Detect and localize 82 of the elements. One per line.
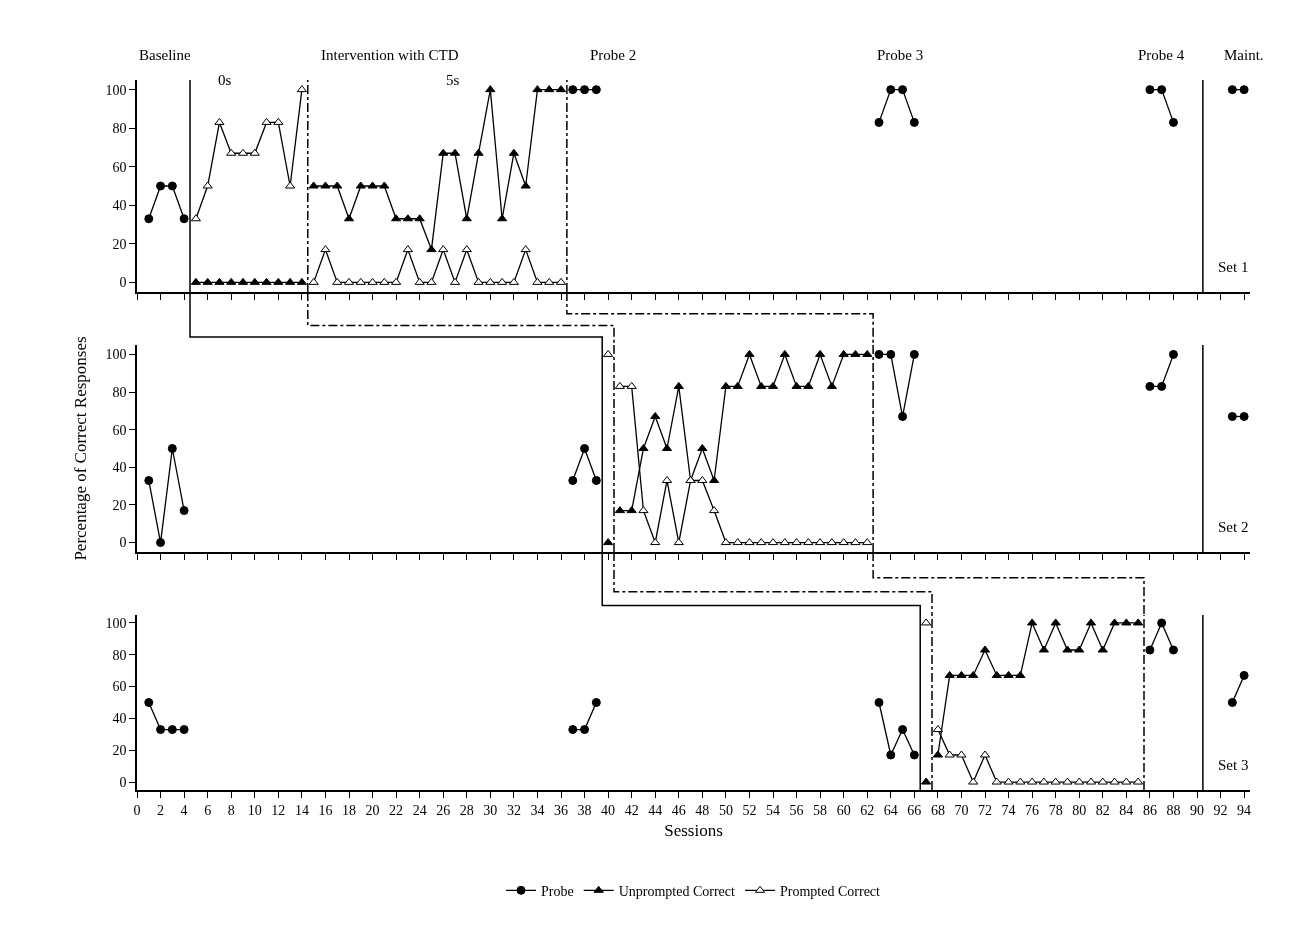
legend-label: Unprompted Correct xyxy=(618,883,736,899)
legend-label: Prompted Correct xyxy=(780,883,881,899)
x-tick-label: 64 xyxy=(883,802,898,818)
x-tick-label: 14 xyxy=(294,802,309,818)
x-tick-label: 68 xyxy=(930,802,945,818)
x-tick-label: 94 xyxy=(1237,802,1252,818)
x-tick-label: 8 xyxy=(227,802,235,818)
y-tick-label: 80 xyxy=(112,384,127,400)
annotation: Set 2 xyxy=(1218,519,1249,535)
x-tick-label: 54 xyxy=(766,802,780,818)
x-tick-label: 74 xyxy=(1001,802,1016,818)
x-tick-label: 26 xyxy=(436,802,451,818)
y-tick-label: 100 xyxy=(105,347,127,363)
x-tick-label: 66 xyxy=(907,802,922,818)
x-tick-label: 24 xyxy=(412,802,427,818)
x-tick-label: 86 xyxy=(1142,802,1157,818)
x-tick-label: 78 xyxy=(1048,802,1063,818)
x-tick-label: 82 xyxy=(1095,802,1110,818)
x-tick-label: 60 xyxy=(836,802,851,818)
x-tick-label: 34 xyxy=(530,802,545,818)
text: Probe 4 xyxy=(1138,47,1185,63)
x-tick-label: 58 xyxy=(813,802,828,818)
y-tick-label: 60 xyxy=(112,422,127,438)
x-tick-label: 38 xyxy=(577,802,592,818)
text: Maint. xyxy=(1224,47,1264,63)
y-tick-label: 60 xyxy=(112,679,127,695)
x-tick-label: 46 xyxy=(671,802,686,818)
y-tick-label: 0 xyxy=(119,535,127,551)
x-tick-label: 32 xyxy=(506,802,521,818)
y-tick-label: 20 xyxy=(112,236,127,252)
x-tick-label: 72 xyxy=(978,802,992,818)
x-tick-label: 80 xyxy=(1072,802,1087,818)
text: Baseline xyxy=(139,47,191,63)
x-tick-label: 30 xyxy=(483,802,498,818)
legend-label: Probe xyxy=(541,883,574,899)
x-tick-label: 84 xyxy=(1119,802,1134,818)
y-tick-label: 0 xyxy=(119,774,127,790)
x-tick-label: 2 xyxy=(157,802,165,818)
x-tick-label: 20 xyxy=(365,802,380,818)
text: Probe 3 xyxy=(877,47,924,63)
x-tick-label: 16 xyxy=(318,802,333,818)
x-tick-label: 10 xyxy=(247,802,262,818)
x-tick-label: 70 xyxy=(954,802,969,818)
x-tick-label: 50 xyxy=(718,802,733,818)
x-tick-label: 52 xyxy=(742,802,757,818)
y-tick-label: 40 xyxy=(112,460,127,476)
x-tick-label: 88 xyxy=(1166,802,1181,818)
x-tick-label: 76 xyxy=(1025,802,1040,818)
y-tick-label: 60 xyxy=(112,159,127,175)
x-tick-label: 42 xyxy=(624,802,639,818)
y-axis-title: Percentage of Correct Responses xyxy=(70,336,90,561)
x-axis-title: Sessions xyxy=(664,821,723,841)
x-tick-label: 62 xyxy=(860,802,875,818)
annotation: 5s xyxy=(446,72,460,88)
y-tick-label: 80 xyxy=(112,647,127,663)
annotation: Set 1 xyxy=(1218,259,1249,275)
x-tick-label: 12 xyxy=(271,802,286,818)
x-tick-label: 92 xyxy=(1213,802,1228,818)
y-tick-label: 0 xyxy=(119,275,127,291)
annotation: Set 3 xyxy=(1218,757,1249,773)
y-tick-label: 40 xyxy=(112,711,127,727)
text: Probe 2 xyxy=(590,47,637,63)
x-tick-label: 56 xyxy=(789,802,804,818)
y-tick-label: 20 xyxy=(112,743,127,759)
y-tick-label: 80 xyxy=(112,121,127,137)
x-tick-label: 18 xyxy=(342,802,356,818)
x-tick-label: 6 xyxy=(204,802,212,818)
x-tick-label: 36 xyxy=(554,802,568,818)
annotation: 0s xyxy=(218,72,232,88)
x-tick-label: 0 xyxy=(133,802,141,818)
y-tick-label: 100 xyxy=(105,615,127,631)
y-tick-label: 20 xyxy=(112,497,127,513)
y-tick-label: 100 xyxy=(105,82,127,98)
x-tick-label: 28 xyxy=(459,802,474,818)
x-tick-label: 48 xyxy=(695,802,710,818)
x-tick-label: 40 xyxy=(601,802,616,818)
y-tick-label: 40 xyxy=(112,198,127,214)
text: Intervention with CTD xyxy=(321,47,459,63)
x-tick-label: 22 xyxy=(389,802,404,818)
x-tick-label: 90 xyxy=(1190,802,1204,818)
x-tick-label: 44 xyxy=(648,802,663,818)
x-tick-label: 4 xyxy=(180,802,188,818)
